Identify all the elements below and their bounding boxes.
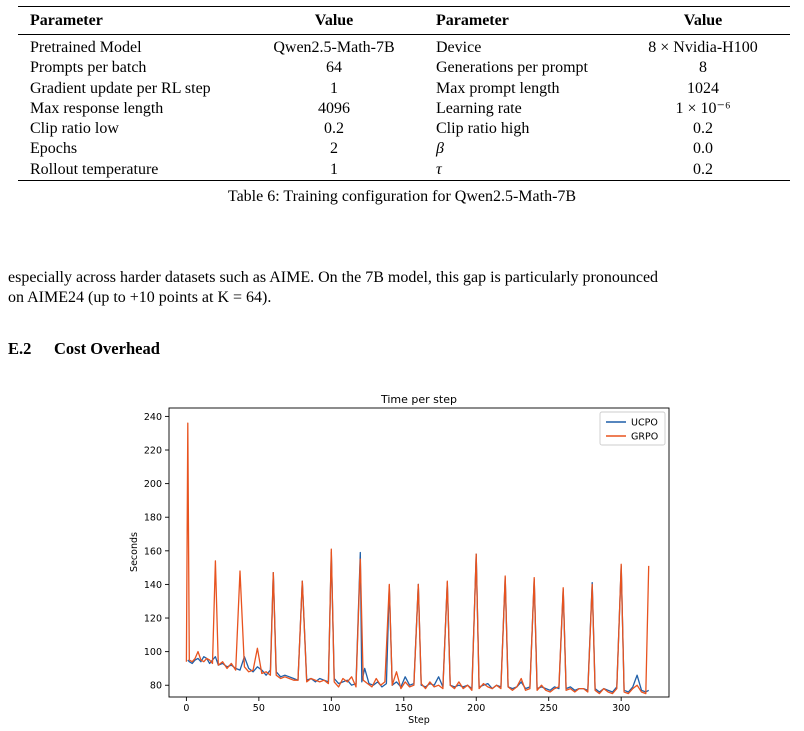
cell-param: Rollout temperature: [30, 160, 159, 178]
paragraph-line-1: especially across harder datasets such a…: [8, 269, 659, 286]
header-parameter-2: Parameter: [436, 12, 509, 29]
table-row: Max response length 4096 Learning rate 1…: [18, 99, 790, 119]
cell-value: 0.0: [693, 140, 713, 158]
x-tick-label: 100: [322, 703, 340, 714]
section-number: E.2: [8, 339, 32, 358]
table-row: Clip ratio low 0.2 Clip ratio high 0.2: [18, 119, 790, 139]
y-tick-label: 100: [144, 647, 162, 658]
cell-value: 1: [330, 160, 338, 178]
plot-frame: [168, 407, 670, 698]
legend-label-ucpo: UCPO: [631, 418, 658, 429]
table-row: Gradient update per RL step 1 Max prompt…: [18, 79, 790, 99]
x-tick-label: 0: [183, 703, 189, 714]
cell-value: 0.2: [693, 120, 713, 138]
chart-legend: UCPO GRPO: [599, 411, 666, 446]
y-tick-label: 120: [144, 614, 162, 625]
cell-value: 8 × Nvidia-H100: [648, 39, 758, 56]
cell-value: 1 × 10⁻⁶: [675, 99, 731, 117]
x-tick-label: 50: [253, 703, 265, 714]
cell-param: Max response length: [30, 99, 164, 117]
time-per-step-chart: Time per step 0 50 100 150 200 250 300 80 100 120…: [129, 393, 670, 726]
section-heading: E.2 Cost Overhead: [8, 339, 160, 359]
body-paragraph: especially across harder datasets such a…: [8, 268, 800, 308]
table-row: Epochs 2 β 0.0: [18, 139, 790, 159]
header-value-2: Value: [683, 12, 723, 29]
x-tick-label: 250: [540, 703, 558, 714]
x-tick-label: 200: [467, 703, 485, 714]
cell-param: Device: [436, 39, 482, 56]
paragraph-line-2: on AIME24 (up to +10 points at K = 64).: [8, 289, 272, 306]
cell-param: β: [436, 140, 444, 158]
y-tick-label: 160: [144, 546, 162, 557]
series-line-ucpo: [187, 551, 650, 693]
header-value-1: Value: [314, 12, 354, 29]
table-bottom-rule: [18, 180, 790, 182]
cell-value: 1024: [687, 79, 719, 97]
cell-param: Generations per prompt: [436, 59, 588, 77]
y-tick-label: 220: [144, 446, 162, 457]
y-tick-label: 180: [144, 513, 162, 524]
cell-value: 64: [326, 59, 342, 77]
chart-title: Time per step: [380, 393, 457, 406]
cell-param: Max prompt length: [436, 79, 560, 97]
cell-value: 4096: [318, 99, 350, 117]
x-tick-label: 300: [612, 703, 630, 714]
cell-value: 0.2: [693, 160, 713, 178]
cell-value: 1: [330, 79, 338, 97]
table-top-rule: [18, 6, 790, 7]
table-row: Rollout temperature 1 τ 0.2: [18, 160, 790, 180]
table-caption: Table 6: Training configuration for Qwen…: [227, 188, 577, 205]
y-tick-label: 240: [144, 412, 162, 423]
cell-value: Qwen2.5-Math-7B: [273, 39, 395, 56]
cell-value: 0.2: [324, 120, 344, 138]
section-title: Cost Overhead: [54, 339, 160, 358]
y-tick-label: 140: [144, 580, 162, 591]
x-tick-label: 150: [395, 703, 413, 714]
cell-param: τ: [436, 160, 442, 178]
cell-param: Clip ratio high: [436, 120, 530, 138]
table-row: Prompts per batch 64 Generations per pro…: [18, 58, 790, 78]
table-row: Pretrained Model Qwen2.5-Math-7B Device …: [18, 38, 790, 58]
cell-param: Clip ratio low: [30, 120, 119, 138]
cell-value: 2: [330, 140, 338, 158]
series-line-grpo: [185, 422, 650, 695]
cell-value: 8: [699, 59, 707, 77]
cell-param: Learning rate: [436, 99, 522, 117]
cell-param: Pretrained Model: [30, 39, 142, 56]
x-axis-label: Step: [408, 715, 430, 726]
y-tick-label: 200: [144, 479, 162, 490]
cell-param: Gradient update per RL step: [30, 79, 211, 97]
table-mid-rule: [18, 34, 790, 35]
legend-label-grpo: GRPO: [631, 432, 658, 443]
y-axis-label: Seconds: [129, 532, 140, 572]
y-tick-label: 80: [150, 681, 162, 692]
cell-param: Epochs: [30, 140, 78, 158]
header-parameter-1: Parameter: [30, 12, 103, 29]
table-header-row: Parameter Value Parameter Value: [18, 7, 790, 34]
cell-param: Prompts per batch: [30, 59, 147, 77]
training-config-table: Parameter Value Parameter Value Pretrain…: [18, 6, 790, 182]
